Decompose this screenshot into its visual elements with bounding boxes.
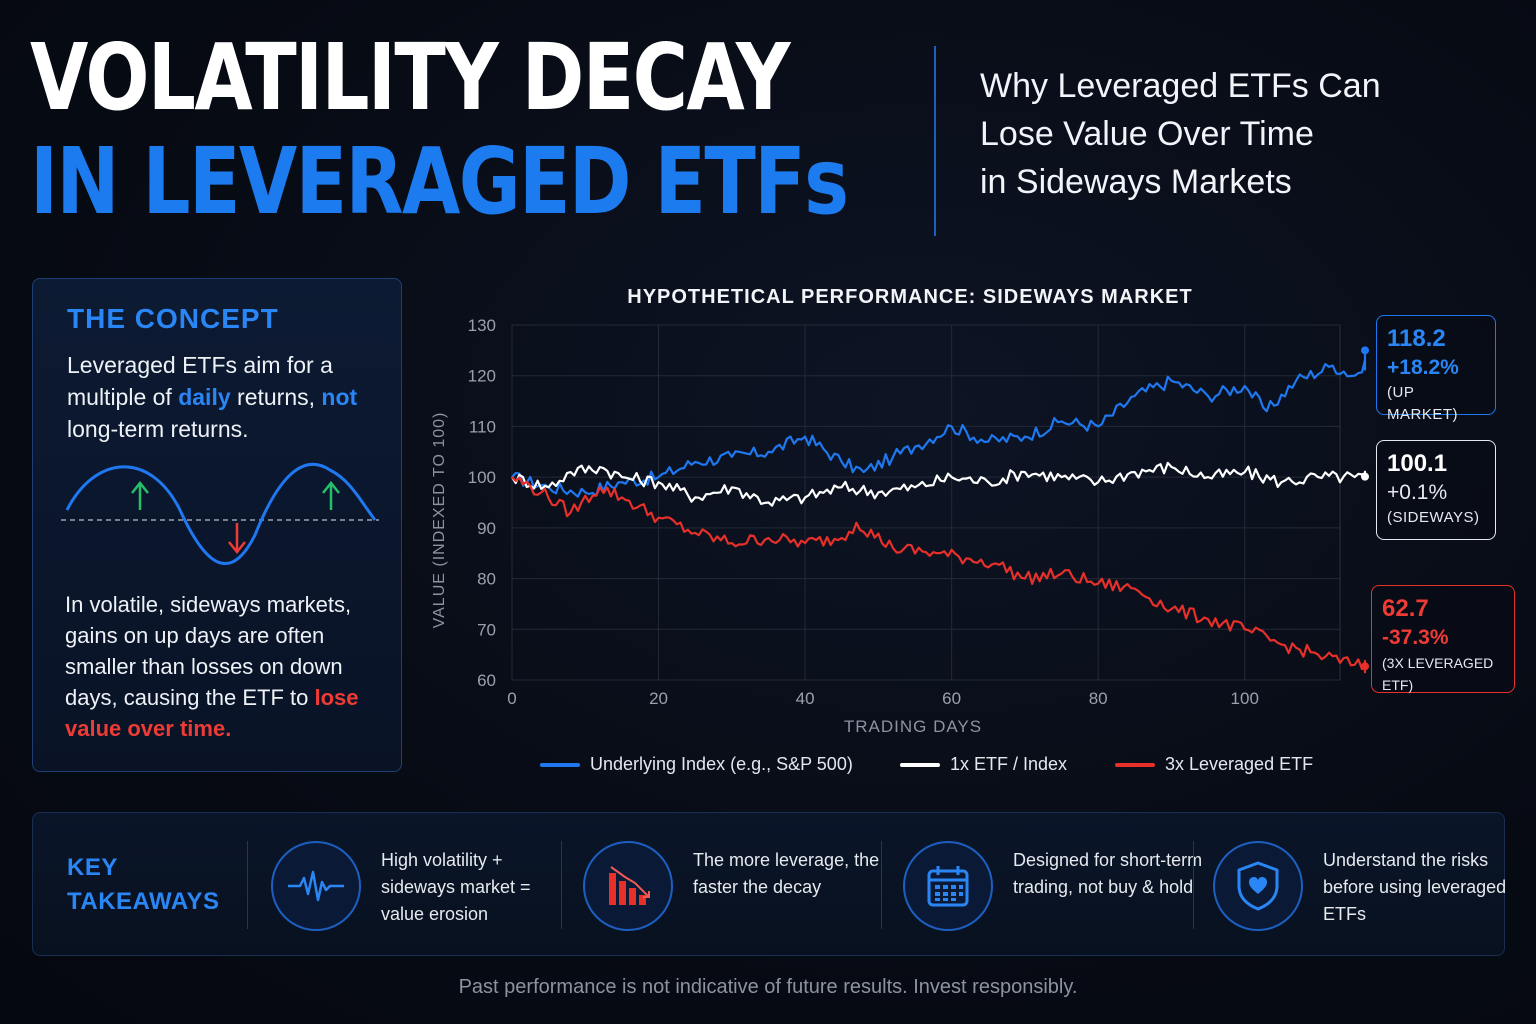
takeaway-text: Designed for short-term trading, not buy…: [1013, 850, 1203, 897]
plot-frame: [511, 324, 1341, 681]
callout-lev-label: (3X LEVERAGED ETF): [1382, 655, 1494, 693]
concept-daily-highlight: daily: [178, 384, 231, 410]
takeaway-item-risks: Understand the risks before using levera…: [1213, 837, 1506, 937]
series-end-point: [1361, 662, 1369, 671]
callout-up-change: +18.2%: [1387, 356, 1459, 379]
series-line-2: [511, 461, 1367, 507]
series-line-3: [511, 476, 1367, 674]
disclaimer-footer: Past performance is not indicative of fu…: [458, 976, 1078, 998]
title-line-2: IN LEVERAGED ETFs: [30, 128, 849, 235]
divider: [1193, 841, 1194, 929]
callout-side-label: (SIDEWAYS): [1387, 509, 1480, 526]
takeaway-text: The more leverage, the faster the decay: [693, 850, 880, 897]
sine-wave-curve: [65, 462, 377, 566]
x-tick-label: 60: [942, 689, 961, 708]
callout-side-change: +0.1%: [1387, 481, 1448, 504]
concept-heading: THE CONCEPT: [67, 303, 279, 334]
concept-p1-text-c: long-term returns.: [67, 416, 249, 442]
y-tick-label: 70: [477, 620, 496, 639]
concept-lose-value-highlight: lose value over time.: [65, 685, 359, 741]
callout-up-market: 118.2 +18.2% (UP MARKET): [1376, 315, 1496, 423]
takeaway-item-leverage: The more leverage, the faster the decay: [583, 837, 883, 937]
chart-y-axis-label: VALUE (INDEXED TO 100): [431, 412, 448, 629]
y-tick-label: 130: [468, 316, 496, 335]
declining-bars-icon: [583, 841, 673, 931]
legend-label: Underlying Index (e.g., S&P 500): [590, 754, 853, 774]
down-arrow-icon: [228, 523, 246, 555]
callout-up-label: (UP MARKET): [1387, 384, 1458, 423]
x-tick-label: 80: [1089, 689, 1108, 708]
series-end-point: [1361, 346, 1369, 355]
callout-leveraged: 62.7 -37.3% (3X LEVERAGED ETF): [1371, 585, 1515, 693]
pulse-icon: [271, 841, 361, 931]
key-takeaways-panel: KEY TAKEAWAYS High volatility + sideways…: [32, 812, 1506, 956]
divider: [247, 841, 248, 929]
callout-sideways: 100.1 +0.1% (SIDEWAYS): [1376, 440, 1496, 540]
performance-chart: 60 70 80 90 100 110 120 130 0 20 40 60 80 100 VALUE (…: [431, 316, 1369, 736]
y-tick-label: 60: [477, 671, 496, 690]
legend-item-underlying: Underlying Index (e.g., S&P 500): [540, 754, 853, 775]
series-end-point: [1361, 472, 1369, 481]
callout-lev-change: -37.3%: [1382, 626, 1449, 649]
title-line-1: VOLATILITY DECAY: [30, 24, 791, 131]
concept-not-highlight: not: [321, 384, 358, 410]
concept-p1-text-a: Leveraged ETFs aim for a multiple of: [67, 352, 333, 410]
subtitle: Why Leveraged ETFs Can Lose Value Over T…: [980, 62, 1460, 206]
subtitle-line-3: in Sideways Markets: [980, 163, 1292, 201]
concept-p1-text-b: returns,: [230, 384, 322, 410]
chart-title: HYPOTHETICAL PERFORMANCE: SIDEWAYS MARKE…: [627, 286, 1193, 308]
legend-swatch-white: [900, 762, 940, 767]
y-tick-label: 80: [477, 570, 496, 589]
takeaway-text: High volatility + sideways market = valu…: [381, 850, 531, 924]
legend-swatch-red: [1115, 762, 1155, 767]
chart-grid: [511, 324, 1341, 681]
legend-item-1x: 1x ETF / Index: [900, 754, 1067, 775]
divider: [881, 841, 882, 929]
y-tick-label: 90: [477, 519, 496, 538]
x-tick-label: 40: [796, 689, 815, 708]
takeaways-heading-line-1: KEY: [67, 854, 118, 881]
legend-label: 3x Leveraged ETF: [1165, 754, 1314, 774]
chart-x-axis-label: TRADING DAYS: [844, 717, 982, 736]
callout-side-value: 100.1: [1387, 450, 1448, 477]
subtitle-line-1: Why Leveraged ETFs Can: [980, 67, 1381, 105]
title-divider: [934, 46, 936, 236]
concept-card: THE CONCEPT Leveraged ETFs aim for a mul…: [32, 278, 402, 772]
chart-series-lines: [511, 346, 1369, 674]
up-arrow-icon: [322, 480, 340, 510]
legend-item-3x: 3x Leveraged ETF: [1115, 754, 1313, 775]
takeaways-heading: KEY TAKEAWAYS: [67, 851, 247, 919]
x-tick-label: 20: [649, 689, 668, 708]
y-tick-label: 110: [469, 417, 496, 436]
series-line-1: [511, 350, 1367, 498]
x-tick-label: 0: [507, 689, 516, 708]
subtitle-line-2: Lose Value Over Time: [980, 115, 1314, 153]
shield-heart-icon: [1213, 841, 1303, 931]
takeaway-item-volatility: High volatility + sideways market = valu…: [271, 837, 571, 937]
divider: [561, 841, 562, 929]
sine-wave-illustration: [61, 462, 379, 566]
calendar-icon: [903, 841, 993, 931]
page-title: VOLATILITY DECAY IN LEVERAGED ETFs: [30, 28, 910, 232]
chart-legend: Underlying Index (e.g., S&P 500) 1x ETF …: [540, 754, 1360, 780]
legend-label: 1x ETF / Index: [950, 754, 1068, 774]
legend-swatch-blue: [540, 762, 580, 767]
y-tick-label: 120: [468, 367, 496, 386]
concept-paragraph-2: In volatile, sideways markets, gains on …: [65, 589, 395, 744]
takeaways-heading-line-2: TAKEAWAYS: [67, 888, 220, 915]
x-tick-label: 100: [1231, 689, 1259, 708]
callout-up-value: 118.2: [1387, 325, 1446, 352]
takeaway-text: Understand the risks before using levera…: [1323, 850, 1507, 924]
callout-lev-value: 62.7: [1382, 595, 1429, 622]
concept-paragraph-1: Leveraged ETFs aim for a multiple of dai…: [67, 349, 387, 445]
y-tick-label: 100: [468, 468, 496, 487]
up-arrow-icon: [131, 480, 149, 510]
takeaway-item-short-term: Designed for short-term trading, not buy…: [903, 837, 1203, 937]
chart-axis-tick-labels: 60 70 80 90 100 110 120 130 0 20 40 60 80 100: [468, 316, 1259, 708]
concept-p2-text: In volatile, sideways markets, gains on …: [65, 592, 352, 710]
